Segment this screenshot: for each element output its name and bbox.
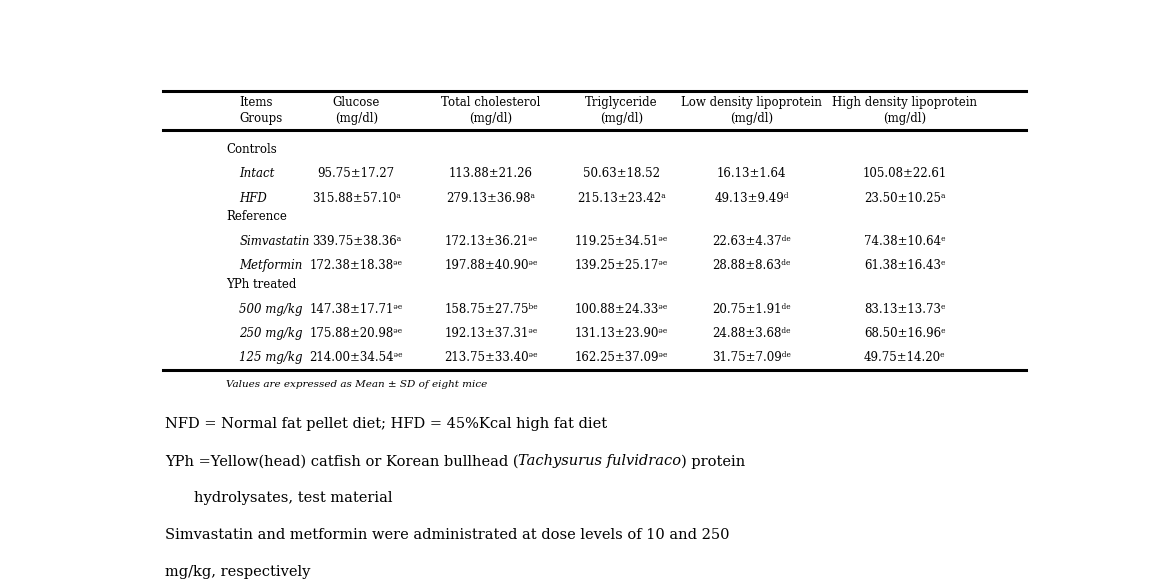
Text: 100.88±24.33ᵊᵉ: 100.88±24.33ᵊᵉ <box>575 302 668 315</box>
Text: 279.13±36.98ᵃ: 279.13±36.98ᵃ <box>447 192 536 205</box>
Text: 158.75±27.75ᵇᵉ: 158.75±27.75ᵇᵉ <box>444 302 538 315</box>
Text: 113.88±21.26: 113.88±21.26 <box>449 167 534 180</box>
Text: HFD: HFD <box>239 192 267 205</box>
Text: Metformin: Metformin <box>239 259 303 272</box>
Text: 339.75±38.36ᵃ: 339.75±38.36ᵃ <box>312 235 401 248</box>
Text: 105.08±22.61: 105.08±22.61 <box>863 167 947 180</box>
Text: Simvastatin and metformin were administrated at dose levels of 10 and 250: Simvastatin and metformin were administr… <box>165 529 730 543</box>
Text: Total cholesterol: Total cholesterol <box>442 96 541 110</box>
Text: hydrolysates, test material: hydrolysates, test material <box>194 491 392 505</box>
Text: 20.75±1.91ᵈᵉ: 20.75±1.91ᵈᵉ <box>712 302 791 315</box>
Text: 83.13±13.73ᵉ: 83.13±13.73ᵉ <box>864 302 945 315</box>
Text: 131.13±23.90ᵊᵉ: 131.13±23.90ᵊᵉ <box>575 327 668 340</box>
Text: 74.38±10.64ᵉ: 74.38±10.64ᵉ <box>864 235 945 248</box>
Text: (mg/dl): (mg/dl) <box>335 112 378 125</box>
Text: (mg/dl): (mg/dl) <box>600 112 643 125</box>
Text: 61.38±16.43ᵉ: 61.38±16.43ᵉ <box>864 259 945 272</box>
Text: 49.75±14.20ᵉ: 49.75±14.20ᵉ <box>864 351 945 364</box>
Text: Tachysurus fulvidraco: Tachysurus fulvidraco <box>519 454 681 468</box>
Text: 172.38±18.38ᵊᵉ: 172.38±18.38ᵊᵉ <box>310 259 403 272</box>
Text: 147.38±17.71ᵊᵉ: 147.38±17.71ᵊᵉ <box>310 302 403 315</box>
Text: YPh =Yellow(head) catfish or Korean bullhead (: YPh =Yellow(head) catfish or Korean bull… <box>165 454 519 468</box>
Text: 175.88±20.98ᵊᵉ: 175.88±20.98ᵊᵉ <box>310 327 403 340</box>
Text: Intact: Intact <box>239 167 275 180</box>
Text: Controls: Controls <box>226 143 276 156</box>
Text: 315.88±57.10ᵃ: 315.88±57.10ᵃ <box>312 192 400 205</box>
Text: (mg/dl): (mg/dl) <box>470 112 513 125</box>
Text: 31.75±7.09ᵈᵉ: 31.75±7.09ᵈᵉ <box>712 351 791 364</box>
Text: 68.50±16.96ᵉ: 68.50±16.96ᵉ <box>864 327 945 340</box>
Text: 49.13±9.49ᵈ: 49.13±9.49ᵈ <box>715 192 789 205</box>
Text: Low density lipoprotein: Low density lipoprotein <box>681 96 822 110</box>
Text: NFD = Normal fat pellet diet; HFD = 45%Kcal high fat diet: NFD = Normal fat pellet diet; HFD = 45%K… <box>165 417 607 431</box>
Text: Triglyceride: Triglyceride <box>585 96 658 110</box>
Text: 250 mg/kg: 250 mg/kg <box>239 327 303 340</box>
Text: 125 mg/kg: 125 mg/kg <box>239 351 303 364</box>
Text: 23.50±10.25ᵃ: 23.50±10.25ᵃ <box>864 192 945 205</box>
Text: 500 mg/kg: 500 mg/kg <box>239 302 303 315</box>
Text: (mg/dl): (mg/dl) <box>731 112 774 125</box>
Text: 95.75±17.27: 95.75±17.27 <box>318 167 394 180</box>
Text: 214.00±34.54ᵊᵉ: 214.00±34.54ᵊᵉ <box>310 351 403 364</box>
Text: (mg/dl): (mg/dl) <box>883 112 926 125</box>
Text: 16.13±1.64: 16.13±1.64 <box>717 167 786 180</box>
Text: 192.13±37.31ᵊᵉ: 192.13±37.31ᵊᵉ <box>444 327 538 340</box>
Text: 215.13±23.42ᵃ: 215.13±23.42ᵃ <box>577 192 666 205</box>
Text: Reference: Reference <box>226 210 287 223</box>
Text: 22.63±4.37ᵈᵉ: 22.63±4.37ᵈᵉ <box>712 235 791 248</box>
Text: 213.75±33.40ᵊᵉ: 213.75±33.40ᵊᵉ <box>444 351 538 364</box>
Text: Values are expressed as Mean ± SD of eight mice: Values are expressed as Mean ± SD of eig… <box>226 380 487 389</box>
Text: 197.88±40.90ᵊᵉ: 197.88±40.90ᵊᵉ <box>444 259 538 272</box>
Text: YPh treated: YPh treated <box>226 278 296 291</box>
Text: ) protein: ) protein <box>681 454 746 469</box>
Text: Items: Items <box>239 96 273 110</box>
Text: 50.63±18.52: 50.63±18.52 <box>583 167 660 180</box>
Text: mg/kg, respectively: mg/kg, respectively <box>165 565 310 580</box>
Text: 28.88±8.63ᵈᵉ: 28.88±8.63ᵈᵉ <box>712 259 791 272</box>
Text: Simvastatin: Simvastatin <box>239 235 310 248</box>
Text: 24.88±3.68ᵈᵉ: 24.88±3.68ᵈᵉ <box>712 327 791 340</box>
Text: 139.25±25.17ᵊᵉ: 139.25±25.17ᵊᵉ <box>575 259 668 272</box>
Text: High density lipoprotein: High density lipoprotein <box>832 96 977 110</box>
Text: 119.25±34.51ᵊᵉ: 119.25±34.51ᵊᵉ <box>575 235 668 248</box>
Text: Groups: Groups <box>239 112 283 125</box>
Text: 172.13±36.21ᵊᵉ: 172.13±36.21ᵊᵉ <box>444 235 538 248</box>
Text: 162.25±37.09ᵊᵉ: 162.25±37.09ᵊᵉ <box>574 351 668 364</box>
Text: Glucose: Glucose <box>333 96 380 110</box>
